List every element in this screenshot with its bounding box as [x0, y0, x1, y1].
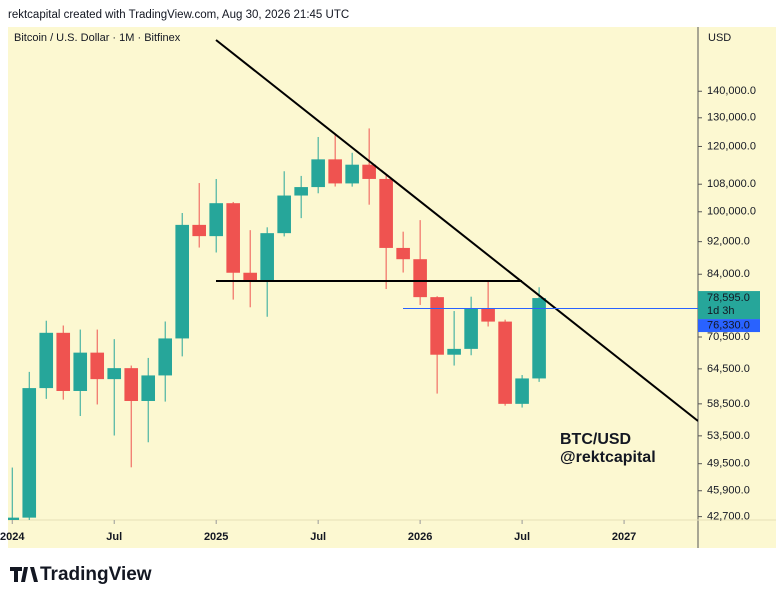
y-tick-label: 140,000.0 — [707, 85, 756, 97]
candle-body — [328, 159, 342, 184]
candle-body — [498, 321, 512, 404]
candle-body — [413, 259, 427, 298]
annotation: BTC/USD — [560, 431, 631, 448]
drawings — [215, 39, 698, 422]
candle-body — [481, 308, 495, 322]
trend-line — [215, 39, 698, 422]
candle-body — [311, 159, 325, 188]
candle-body — [158, 338, 173, 376]
candle-body — [379, 178, 393, 248]
y-tick-label: 42,700.0 — [707, 511, 750, 523]
countdown-label: 1d 3h — [707, 305, 735, 317]
y-tick-label: 130,000.0 — [707, 112, 756, 124]
marker-price-box — [698, 319, 760, 333]
x-tick-label: Jul — [106, 531, 122, 543]
y-tick-label: 45,900.0 — [707, 485, 750, 497]
candle-body — [362, 164, 376, 179]
candle-body — [192, 224, 206, 237]
y-tick-label: 49,500.0 — [707, 458, 750, 470]
candle-body — [124, 368, 139, 401]
y-tick-label: 92,000.0 — [707, 236, 750, 248]
last-price-label: 78,595.0 — [707, 292, 750, 304]
candle-body — [141, 375, 156, 401]
candle-body — [8, 517, 20, 520]
x-tick-label: 2025 — [204, 531, 228, 543]
chart-background — [8, 27, 776, 548]
y-tick-label: 58,500.0 — [707, 398, 750, 410]
x-tick-label: Jul — [310, 531, 326, 543]
candle-body — [515, 378, 529, 404]
plot-area — [8, 128, 546, 520]
x-tick-label: 2027 — [612, 531, 636, 543]
y-tick-label: 120,000.0 — [707, 140, 756, 152]
candle-body — [226, 203, 240, 273]
candle-body — [73, 352, 88, 391]
candle-body — [294, 187, 308, 196]
candle-body — [243, 272, 257, 281]
candle-body — [56, 332, 71, 391]
candle-body — [396, 247, 410, 260]
y-tick-label: 53,500.0 — [707, 430, 750, 442]
logo-text: TradingView — [40, 564, 152, 585]
candle-body — [277, 195, 291, 234]
tradingview-logo: TradingView — [10, 564, 152, 585]
marker-price-label: 76,330.0 — [707, 319, 750, 331]
candle-body — [464, 308, 478, 349]
x-tick-label: Jul — [514, 531, 530, 543]
y-tick-label: 84,000.0 — [707, 268, 750, 280]
y-tick-label: 100,000.0 — [707, 206, 756, 218]
chart-title: Bitcoin / U.S. Dollar · 1M · Bitfinex — [14, 32, 181, 44]
y-tick-label: 70,500.0 — [707, 331, 750, 343]
header: rektcapital created with TradingView.com… — [8, 9, 349, 21]
candle-body — [447, 348, 461, 355]
x-tick-label: 2024 — [0, 531, 25, 543]
currency: USD — [708, 32, 731, 44]
candle-body — [532, 298, 546, 379]
y-tick-label: 64,500.0 — [707, 363, 750, 375]
x-tick-label: 2026 — [408, 531, 432, 543]
candle-body — [209, 203, 223, 237]
candle-body — [22, 388, 37, 518]
annotation: @rektcapital — [560, 449, 656, 466]
candle-body — [430, 297, 444, 355]
last-price-box — [698, 291, 760, 320]
candle-body — [260, 233, 274, 281]
candle-body — [345, 164, 359, 184]
y-tick-label: 108,000.0 — [707, 178, 756, 190]
candle-body — [175, 224, 189, 339]
candle-body — [39, 332, 54, 389]
candle-body — [90, 352, 105, 380]
logo-icon — [10, 567, 38, 582]
candle-body — [107, 368, 122, 380]
